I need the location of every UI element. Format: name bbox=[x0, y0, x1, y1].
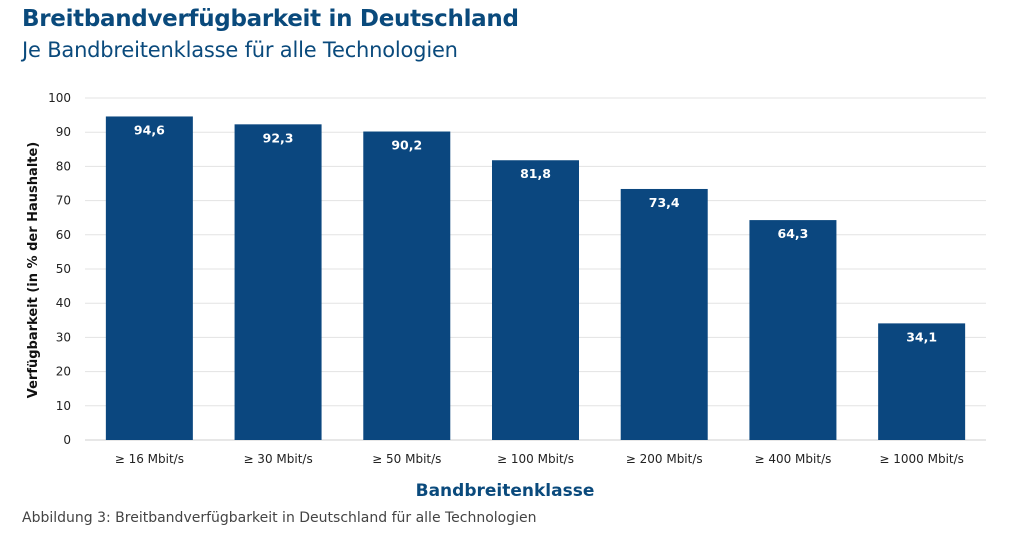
y-tick-label: 40 bbox=[56, 296, 71, 310]
bar-value-label: 94,6 bbox=[134, 122, 165, 137]
chart-subtitle: Je Bandbreitenklasse für alle Technologi… bbox=[22, 38, 458, 62]
x-tick-label: ≥ 1000 Mbit/s bbox=[879, 452, 964, 466]
chart-title: Breitbandverfügbarkeit in Deutschland bbox=[22, 6, 519, 32]
y-tick-label: 30 bbox=[56, 330, 71, 344]
bar bbox=[234, 124, 322, 441]
y-tick-label: 100 bbox=[48, 91, 71, 105]
bar bbox=[878, 323, 966, 440]
bars: 94,6 92,3 90,2 81,8 73,4 64,3 34,1 bbox=[105, 116, 966, 441]
y-tick-label: 90 bbox=[56, 125, 71, 139]
x-axis-ticks: ≥ 16 Mbit/s ≥ 30 Mbit/s ≥ 50 Mbit/s ≥ 100 M… bbox=[115, 452, 964, 466]
bar-value-label: 34,1 bbox=[906, 329, 937, 344]
y-tick-label: 20 bbox=[56, 365, 71, 379]
x-tick-label: ≥ 400 Mbit/s bbox=[754, 452, 831, 466]
y-axis-label: Verfügbarkeit (in % der Haushalte) bbox=[26, 142, 41, 398]
y-tick-label: 0 bbox=[63, 433, 71, 447]
bar-value-label: 92,3 bbox=[263, 130, 294, 145]
bar-value-label: 64,3 bbox=[778, 226, 809, 241]
x-tick-label: ≥ 30 Mbit/s bbox=[243, 452, 312, 466]
x-tick-label: ≥ 200 Mbit/s bbox=[626, 452, 703, 466]
figure-caption: Abbildung 3: Breitbandverfügbarkeit in D… bbox=[22, 510, 537, 526]
bar-value-label: 73,4 bbox=[649, 195, 680, 210]
y-tick-label: 60 bbox=[56, 228, 71, 242]
x-tick-label: ≥ 50 Mbit/s bbox=[372, 452, 441, 466]
y-axis-ticks: 0 10 20 30 40 50 60 70 80 90 100 bbox=[48, 91, 71, 447]
bar-value-label: 81,8 bbox=[520, 166, 551, 181]
bar bbox=[492, 160, 579, 440]
y-tick-label: 10 bbox=[56, 399, 71, 413]
x-tick-label: ≥ 16 Mbit/s bbox=[115, 452, 184, 466]
bar-value-label: 90,2 bbox=[391, 138, 422, 153]
bar bbox=[749, 220, 837, 440]
x-tick-label: ≥ 100 Mbit/s bbox=[497, 452, 574, 466]
bar bbox=[620, 188, 708, 440]
x-axis-label: Bandbreitenklasse bbox=[416, 481, 595, 501]
y-tick-label: 70 bbox=[56, 194, 71, 208]
y-tick-label: 80 bbox=[56, 159, 71, 173]
y-tick-label: 50 bbox=[56, 262, 71, 276]
bar bbox=[363, 131, 451, 441]
bar bbox=[105, 116, 193, 440]
